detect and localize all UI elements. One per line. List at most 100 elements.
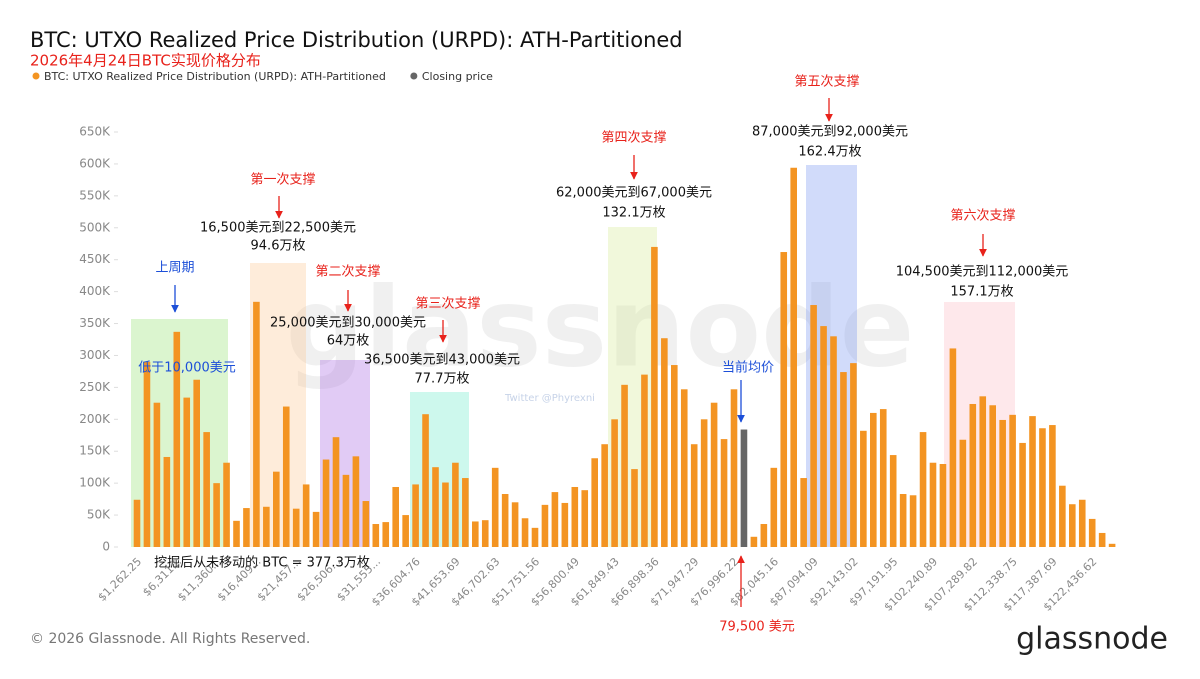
bar (263, 506, 270, 547)
bar (919, 432, 927, 547)
bar (322, 459, 330, 547)
bar (830, 336, 837, 547)
annotation: 第五次支撑 (794, 74, 859, 90)
bar (462, 478, 469, 547)
bar (561, 502, 569, 547)
annotation: 94.6万枚 (251, 239, 306, 254)
y-tick-label: 350K (79, 316, 111, 330)
bar (153, 402, 161, 547)
bar (720, 439, 728, 547)
bar (909, 495, 917, 547)
copyright: © 2026 Glassnode. All Rights Reserved. (30, 631, 310, 647)
annotation: 挖掘后从未移动的 BTC = 377.3万枚 (154, 555, 370, 571)
annotation: 第一次支撑 (250, 172, 315, 188)
bar (362, 501, 370, 547)
bar (491, 467, 499, 547)
annotation: 162.4万枚 (798, 145, 861, 160)
bar (780, 252, 788, 547)
bar (1108, 543, 1116, 547)
bar (601, 444, 608, 547)
annotation: 第三次支撑 (415, 296, 480, 312)
bar (282, 406, 290, 547)
bar (531, 527, 539, 547)
bar (999, 419, 1006, 547)
legend-label: Closing price (422, 70, 493, 83)
bar (193, 379, 200, 547)
bar (432, 467, 439, 547)
bar (352, 456, 360, 547)
y-tick-label: 200K (79, 412, 111, 426)
bar (611, 419, 618, 547)
bar (800, 478, 807, 547)
bar (302, 484, 310, 547)
bar (810, 305, 817, 547)
bar (770, 467, 778, 547)
annotation: 87,000美元到92,000美元 (752, 125, 908, 140)
legend: BTC: UTXO Realized Price Distribution (U… (32, 70, 493, 83)
bar (183, 397, 191, 547)
arrows (171, 98, 987, 607)
bar (700, 419, 708, 547)
annotation: 当前均价 (722, 360, 774, 376)
watermark: glassnode (286, 263, 915, 391)
bar (671, 365, 678, 547)
bar (1039, 428, 1046, 547)
annotation: 104,500美元到112,000美元 (896, 265, 1069, 280)
bar (173, 331, 181, 547)
chart-title: BTC: UTXO Realized Price Distribution (U… (30, 28, 683, 52)
annotation: 36,500美元到43,000美元 (364, 353, 520, 368)
bar (521, 518, 529, 547)
bar (1009, 414, 1016, 547)
bar (412, 484, 419, 547)
chart-subtitle: 2026年4月24日BTC实现价格分布 (30, 52, 261, 70)
bar (621, 384, 628, 547)
bar (481, 520, 489, 547)
bar (820, 326, 827, 547)
annotations: 上周期 低于10,000美元 第一次支撑 16,500美元到22,500美元 9… (138, 74, 1068, 635)
bar (501, 494, 509, 547)
y-tick-label: 150K (79, 444, 111, 458)
bar (382, 522, 390, 547)
bar (203, 432, 210, 547)
annotation: 64万枚 (327, 334, 370, 349)
bar (273, 471, 280, 547)
bar (1019, 442, 1026, 547)
annotation: 16,500美元到22,500美元 (200, 221, 356, 236)
y-tick-label: 550K (79, 188, 111, 202)
bar (949, 348, 957, 547)
y-tick-label: 450K (79, 252, 111, 266)
bar (392, 486, 399, 547)
bar (312, 511, 320, 547)
bar (860, 430, 867, 547)
bar (899, 494, 907, 547)
bar (929, 462, 937, 547)
bar (541, 504, 549, 547)
bar (870, 412, 877, 547)
bar (213, 483, 220, 547)
logo: glassnode (1016, 622, 1168, 657)
bar (1088, 518, 1096, 547)
band (410, 392, 469, 547)
bar (1029, 416, 1036, 547)
annotation: 62,000美元到67,000美元 (556, 186, 712, 201)
annotation: 第二次支撑 (315, 264, 380, 280)
bar (1059, 485, 1066, 547)
bar (472, 521, 479, 547)
bar (850, 363, 857, 547)
bar (740, 429, 748, 547)
bar (730, 389, 738, 547)
bar (133, 499, 141, 547)
bar (690, 444, 698, 547)
legend-marker (410, 72, 418, 80)
y-tick-label: 600K (79, 156, 111, 170)
bar (889, 455, 897, 547)
bar (223, 462, 230, 547)
y-tick-label: 0 (102, 540, 110, 554)
annotation: 第六次支撑 (950, 208, 1015, 224)
y-tick-label: 100K (79, 476, 111, 490)
bar (1078, 499, 1086, 547)
bar (1069, 504, 1076, 547)
annotation: 157.1万枚 (950, 285, 1013, 300)
annotation: 第四次支撑 (601, 130, 666, 146)
bar (959, 439, 967, 547)
